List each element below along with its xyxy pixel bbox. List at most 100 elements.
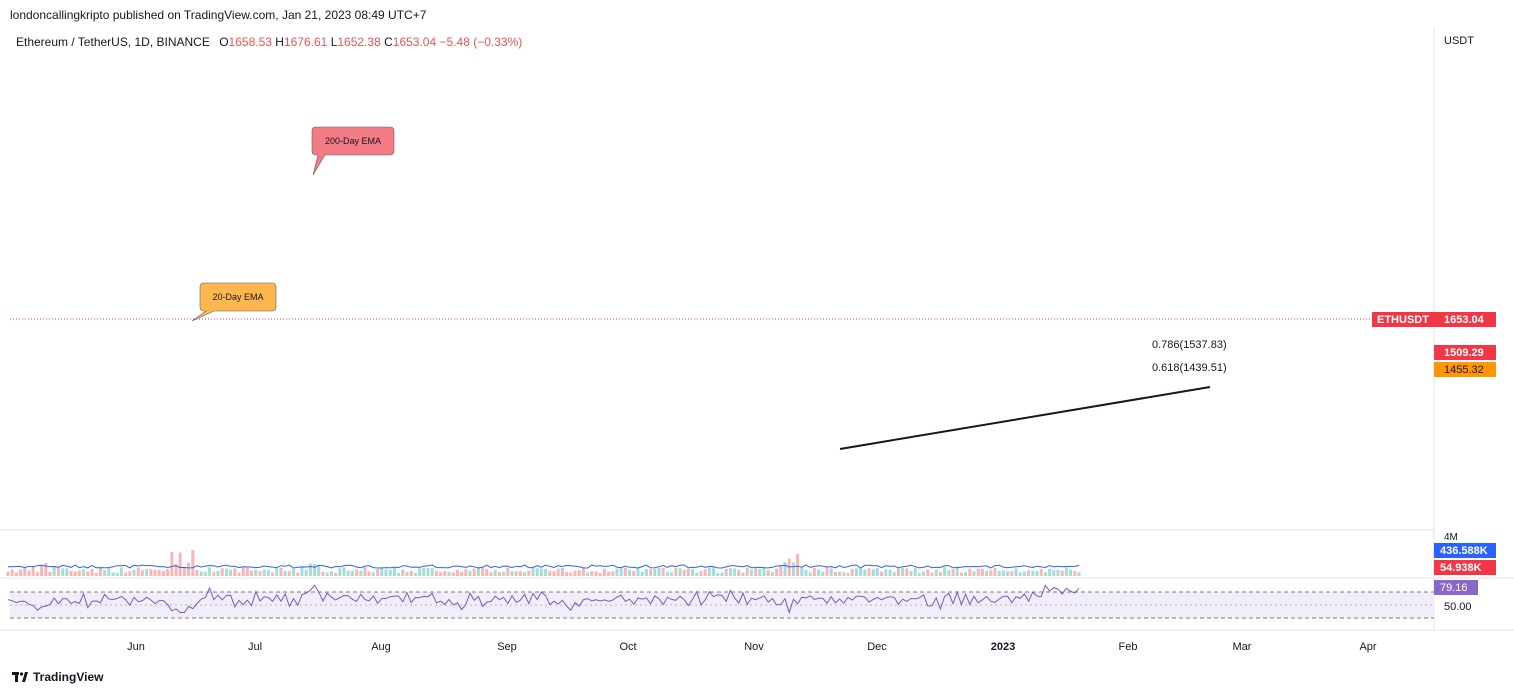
volume-bar: [573, 570, 577, 576]
trendline-layer: [839, 386, 1211, 450]
ema200-callout[interactable]: 200-Day EMA: [311, 126, 395, 176]
volume-last-badge-value: 54.938K: [1440, 562, 1482, 574]
volume-bar: [203, 571, 207, 576]
volume-bar: [678, 567, 682, 576]
volume-bar: [812, 567, 816, 576]
volume-bar: [342, 567, 346, 576]
volume-bar: [661, 567, 665, 576]
volume-bar: [35, 572, 39, 576]
volume-bar: [300, 566, 304, 576]
volume-bar: [140, 570, 144, 576]
volume-bar: [934, 569, 938, 576]
volume-bar: [1056, 569, 1060, 576]
volume-bar: [796, 553, 800, 576]
volume-bar: [166, 568, 170, 576]
volume-bar: [489, 572, 493, 576]
time-axis-label: Sep: [497, 641, 517, 653]
volume-bar: [191, 549, 195, 576]
volume-bar: [292, 568, 296, 576]
volume-bar: [598, 572, 602, 576]
volume-bar: [829, 568, 833, 576]
ema200-badge-value: 1509.29: [1444, 347, 1484, 359]
volume-bar: [44, 563, 48, 576]
volume-bar: [220, 568, 224, 576]
volume-ma-line: [7, 564, 1080, 569]
volume-bar: [880, 571, 884, 576]
price-axis-unit: USDT: [1444, 35, 1474, 47]
volume-bar: [178, 552, 182, 576]
volume-bar: [527, 570, 531, 576]
volume-bar: [14, 572, 18, 576]
volume-bar: [535, 568, 539, 576]
volume-bar: [329, 571, 333, 576]
volume-bar: [371, 572, 375, 576]
volume-bar: [670, 572, 674, 576]
high-label: H: [275, 35, 284, 49]
volume-bar: [737, 569, 741, 576]
volume-bar: [82, 569, 86, 576]
volume-bar: [497, 572, 501, 576]
volume-bar: [262, 569, 266, 576]
volume-bar: [972, 571, 976, 576]
volume-bar: [237, 572, 241, 576]
volume-bar: [842, 572, 846, 576]
low-label: L: [330, 35, 338, 49]
volume-bar: [938, 571, 942, 576]
volume-bar: [31, 567, 35, 576]
volume-bar: [817, 569, 821, 576]
volume-bar: [649, 569, 653, 576]
volume-bar: [1006, 571, 1010, 576]
volume-bar: [875, 568, 879, 576]
volume-bar: [224, 568, 228, 576]
volume-bar: [115, 572, 119, 576]
volume-bar: [405, 571, 409, 576]
volume-bar: [195, 570, 199, 576]
volume-bar: [581, 567, 585, 576]
volume-bar: [124, 572, 128, 576]
volume-bar: [397, 572, 401, 576]
footer-brand[interactable]: TradingView: [12, 670, 103, 684]
volume-bar: [132, 569, 136, 576]
volume-bar: [317, 565, 321, 576]
volume-bar: [6, 571, 10, 576]
volume-bar: [65, 568, 69, 576]
volume-bar: [804, 569, 808, 576]
volume-bar: [149, 569, 153, 576]
time-axis-label: 2023: [991, 641, 1015, 653]
volume-bar: [552, 571, 556, 576]
ema200-callout-text: 200-Day EMA: [325, 136, 381, 146]
volume-bar: [636, 567, 640, 576]
volume-bar: [493, 570, 497, 576]
volume-bar: [926, 569, 930, 576]
ema20-callout[interactable]: 20-Day EMA: [191, 282, 277, 322]
volume-bar: [355, 569, 359, 576]
volume-bar: [808, 572, 812, 576]
volume-bar: [103, 570, 107, 576]
volume-bar: [640, 572, 644, 576]
volume-bar: [86, 571, 90, 576]
volume-bar: [623, 567, 627, 576]
volume-bar: [485, 569, 489, 576]
volume-bar: [766, 570, 770, 576]
volume-bar: [1077, 572, 1081, 576]
volume-bar: [619, 567, 623, 576]
volume-bar: [859, 568, 863, 576]
volume-bar: [1035, 570, 1039, 576]
volume-bar: [913, 567, 917, 576]
volume-bar: [145, 568, 149, 576]
volume-ma-badge-bg: [1434, 543, 1496, 558]
volume-bar: [157, 570, 161, 576]
change-value: −5.48 (−0.33%): [439, 35, 523, 49]
volume-bar: [304, 569, 308, 576]
volume-bar: [917, 572, 921, 576]
volume-bar: [1048, 568, 1052, 576]
tradingview-logo-icon: [12, 672, 28, 682]
volume-bar: [418, 568, 422, 576]
volume-bar: [896, 568, 900, 576]
volume-bar: [1052, 570, 1056, 576]
volume-bar: [985, 570, 989, 576]
volume-bar: [468, 570, 472, 576]
volume-bar: [506, 567, 510, 576]
volume-ma-badge: 436.588K: [1434, 543, 1496, 558]
